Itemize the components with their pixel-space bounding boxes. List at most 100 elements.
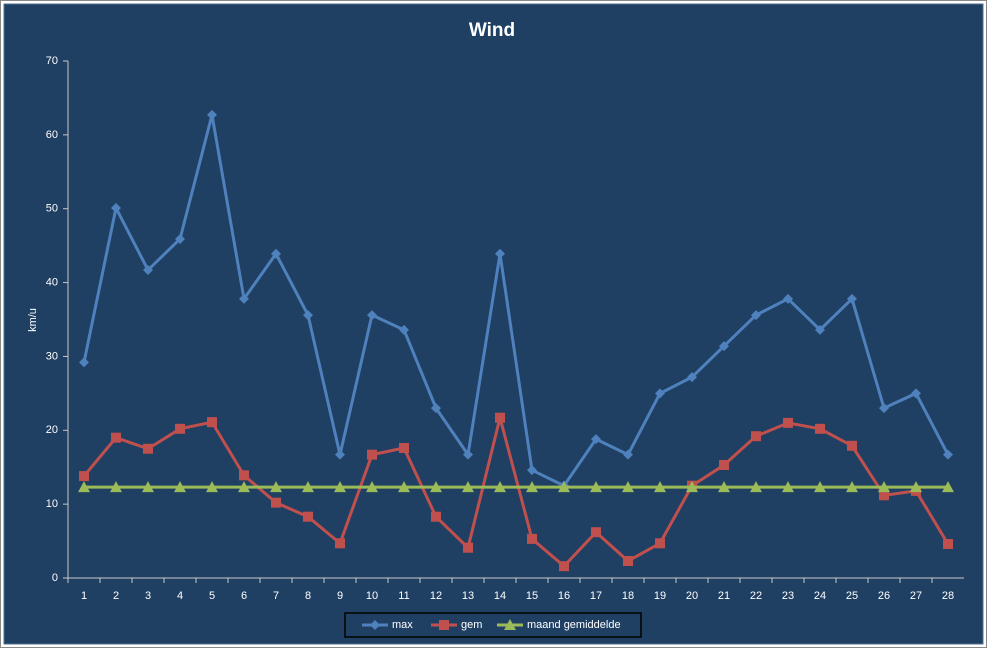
data-point [303,511,313,522]
x-tick-label: 22 [750,590,762,602]
data-point [526,481,538,493]
data-point [398,481,410,493]
legend [344,612,642,638]
data-point [334,481,346,493]
x-tick-label: 6 [241,590,247,602]
series-line [82,417,950,569]
data-point [879,490,889,501]
data-point [654,481,666,493]
data-point [78,481,90,493]
data-point [302,481,314,493]
data-point [494,481,506,493]
data-point [335,538,345,549]
x-tick-label: 13 [462,590,474,602]
data-point [879,403,889,414]
data-point [943,449,953,460]
data-point [686,481,698,493]
y-tick-label: 60 [46,129,58,141]
legend-label: max [392,619,413,631]
data-point [174,481,186,493]
y-axis-label: km/u [27,308,39,332]
x-tick-label: 28 [942,590,954,602]
x-tick-label: 2 [113,590,119,602]
data-point [847,293,857,304]
data-point [847,440,857,451]
x-tick-label: 7 [273,590,279,602]
data-point [431,511,441,522]
y-tick-label: 0 [52,572,58,584]
data-point [527,465,537,476]
data-point [366,481,378,493]
y-tick-label: 20 [46,424,58,436]
legend-marker [439,620,449,630]
x-tick-label: 12 [430,590,442,602]
data-point [878,481,890,493]
data-point [783,293,793,304]
data-point [495,412,505,423]
data-point [527,533,537,544]
data-point [335,449,345,460]
x-tick-label: 26 [878,590,890,602]
data-point [207,109,217,120]
data-point [815,423,825,434]
data-point [175,233,185,244]
data-point [110,481,122,493]
y-tick-label: 10 [46,498,58,510]
data-point [687,372,697,383]
data-point [783,417,793,428]
data-point [270,481,282,493]
data-point [718,481,730,493]
x-tick-label: 18 [622,590,634,602]
data-point [111,202,121,213]
data-point [751,431,761,442]
x-tick-label: 27 [910,590,922,602]
data-point [399,324,409,335]
data-point [303,310,313,321]
data-point [399,443,409,454]
chart-area [3,3,984,645]
data-point [142,481,154,493]
data-point [943,539,953,550]
data-point [782,481,794,493]
data-point [463,449,473,460]
x-tick-label: 5 [209,590,215,602]
data-point [239,293,249,304]
x-tick-label: 1 [81,590,87,602]
legend-label: gem [461,619,482,631]
x-tick-label: 4 [177,590,183,602]
x-tick-label: 24 [814,590,826,602]
data-point [719,341,729,352]
x-tick-label: 9 [337,590,343,602]
data-point [750,481,762,493]
data-point [463,542,473,553]
data-point [559,561,569,572]
legend-marker [370,620,380,630]
data-point [462,481,474,493]
x-tick-label: 10 [366,590,378,602]
data-point [367,310,377,321]
data-point [271,497,281,508]
data-point [558,481,570,493]
x-tick-label: 3 [145,590,151,602]
data-point [911,388,921,399]
data-point [206,481,218,493]
data-point [655,538,665,549]
data-point [175,423,185,434]
data-point [430,481,442,493]
data-point [238,481,250,493]
x-tick-label: 16 [558,590,570,602]
data-point [79,471,89,482]
data-point [655,388,665,399]
series-line [82,114,950,488]
data-point [910,481,922,493]
data-point [111,432,121,443]
data-point [942,481,954,493]
x-tick-label: 8 [305,590,311,602]
data-point [271,248,281,259]
x-tick-label: 17 [590,590,602,602]
data-point [79,357,89,368]
x-tick-label: 11 [398,590,409,602]
data-point [143,443,153,454]
data-point [623,556,633,567]
